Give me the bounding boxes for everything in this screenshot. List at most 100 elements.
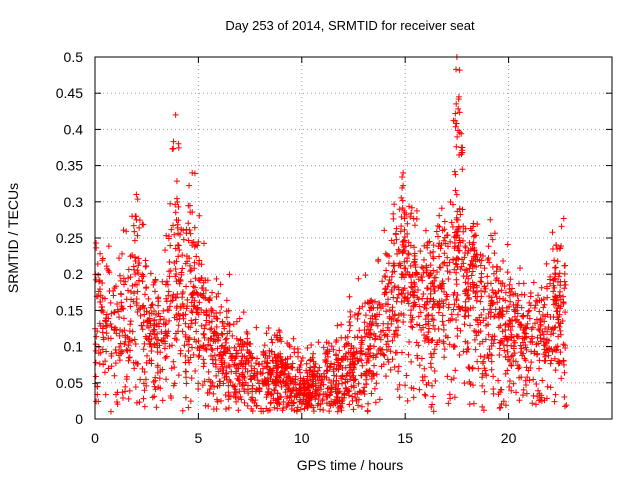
data-point: [137, 312, 144, 319]
data-point: [560, 357, 567, 364]
y-tick-label: 0.25: [56, 230, 83, 246]
data-point: [155, 294, 162, 301]
data-point: [148, 360, 155, 367]
data-point: [170, 358, 177, 365]
data-point: [452, 367, 459, 374]
data-point: [453, 66, 460, 73]
data-point: [462, 287, 469, 294]
data-point: [317, 406, 324, 413]
data-point: [379, 303, 386, 310]
data-point: [507, 327, 514, 334]
data-point: [461, 321, 468, 328]
data-point: [191, 259, 198, 266]
data-point: [398, 274, 405, 281]
data-point: [195, 338, 202, 345]
data-point: [439, 278, 446, 285]
data-point: [552, 293, 559, 300]
data-point: [187, 230, 194, 237]
data-point: [349, 393, 356, 400]
data-point: [529, 400, 536, 407]
data-point: [381, 289, 388, 296]
data-point: [378, 363, 385, 370]
data-point: [316, 391, 323, 398]
data-point: [294, 345, 301, 352]
data-point: [427, 250, 434, 257]
data-point: [190, 238, 197, 245]
data-point: [170, 138, 177, 145]
data-point: [166, 273, 173, 280]
data-point: [504, 241, 511, 248]
data-point: [117, 272, 124, 279]
data-point: [502, 320, 509, 327]
data-point: [320, 407, 327, 414]
data-point: [308, 342, 315, 349]
data-point: [184, 296, 191, 303]
data-point: [466, 364, 473, 371]
data-point: [537, 322, 544, 329]
data-point: [562, 309, 569, 316]
data-point: [331, 361, 338, 368]
data-point: [171, 364, 178, 371]
data-point: [307, 364, 314, 371]
data-point: [346, 364, 353, 371]
data-point: [240, 309, 247, 316]
data-point: [544, 294, 551, 301]
data-point: [127, 303, 134, 310]
data-point: [310, 350, 317, 357]
data-point: [487, 216, 494, 223]
data-point: [252, 360, 259, 367]
data-point: [404, 230, 411, 237]
data-point: [543, 260, 550, 267]
data-point: [458, 144, 465, 151]
data-point: [193, 328, 200, 335]
data-point: [218, 330, 225, 337]
data-point: [324, 385, 331, 392]
data-point: [159, 366, 166, 373]
data-points: [92, 54, 570, 415]
data-point: [440, 237, 447, 244]
data-point: [516, 374, 523, 381]
data-point: [562, 344, 569, 351]
data-point: [453, 228, 460, 235]
data-point: [287, 353, 294, 360]
data-point: [421, 337, 428, 344]
data-point: [120, 227, 127, 234]
data-point: [541, 397, 548, 404]
data-point: [538, 398, 545, 405]
data-point: [200, 294, 207, 301]
data-point: [231, 344, 238, 351]
data-point: [211, 383, 218, 390]
data-point: [502, 289, 509, 296]
data-point: [283, 395, 290, 402]
data-point: [535, 326, 542, 333]
data-point: [166, 268, 173, 275]
data-point: [222, 371, 229, 378]
data-point: [390, 215, 397, 222]
data-point: [413, 207, 420, 214]
data-point: [464, 346, 471, 353]
data-point: [413, 339, 420, 346]
data-point: [194, 305, 201, 312]
data-point: [477, 278, 484, 285]
data-point: [342, 341, 349, 348]
data-point: [107, 408, 114, 415]
data-point: [264, 360, 271, 367]
data-point: [207, 382, 214, 389]
data-point: [453, 276, 460, 283]
data-point: [393, 236, 400, 243]
data-point: [150, 281, 157, 288]
data-point: [550, 288, 557, 295]
data-point: [138, 322, 145, 329]
data-point: [241, 375, 248, 382]
data-point: [491, 230, 498, 237]
data-point: [120, 315, 127, 322]
data-point: [225, 362, 232, 369]
data-point: [455, 93, 462, 100]
data-point: [141, 368, 148, 375]
data-point: [429, 304, 436, 311]
data-point: [384, 356, 391, 363]
data-point: [218, 303, 225, 310]
data-point: [479, 403, 486, 410]
data-point: [173, 258, 180, 265]
data-point: [533, 297, 540, 304]
